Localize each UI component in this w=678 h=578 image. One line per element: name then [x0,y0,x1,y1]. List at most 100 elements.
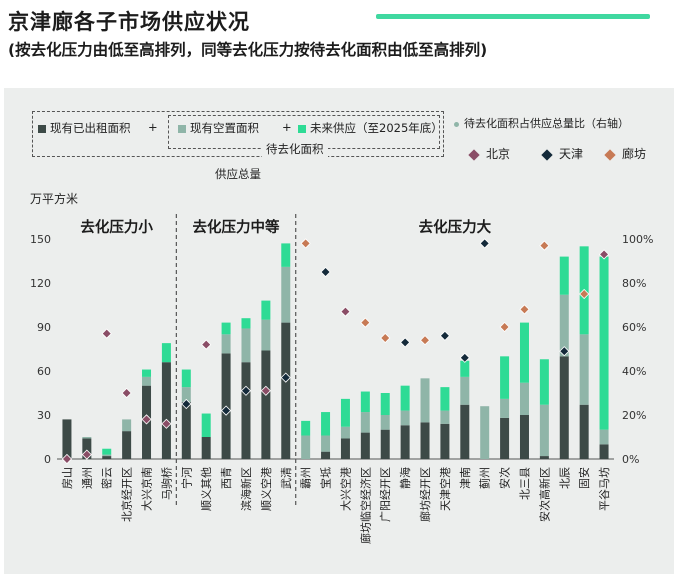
y2-tick-label: 80% [622,277,646,290]
bar-segment-future [360,391,370,413]
y2-tick-label: 60% [622,321,646,334]
y2-tick-label: 20% [622,409,646,422]
x-category-label: 广阳经开区 [379,467,392,522]
bar-segment-vacant [559,294,569,357]
bar-segment-vacant [82,437,92,439]
x-category-label: 北京经开区 [120,467,134,522]
bar-segment-rented [241,362,251,459]
ratio-marker [240,385,252,396]
bar-segment-rented [559,356,569,459]
x-category-label: 安次 [498,467,512,489]
bar-segment-rented [380,429,390,459]
bar-segment-rented [281,322,291,459]
bar-segment-future [221,322,231,335]
title-accent-bar [376,14,650,19]
bar-segment-vacant [301,435,311,459]
bar-segment-future [340,398,350,427]
ratio-marker [181,398,192,410]
bar-segment-vacant [122,419,132,432]
ratio-marker [61,453,73,465]
ratio-marker [519,304,530,315]
legend-ratio: 待去化面积占供应总量比（右轴） [454,115,629,131]
bar-segment-vacant [340,426,350,439]
bar-segment-vacant [261,319,271,351]
bar-segment-future [380,393,390,415]
y-tick-label: 150 [30,233,51,246]
bar-segment-future [102,448,112,455]
bar-segment-rented [62,419,72,459]
x-category-label: 房山 [61,467,74,489]
x-category-label: 密云 [100,467,114,489]
bar-segment-vacant [519,382,529,415]
legend-langfang-label: 廊坊 [622,147,647,161]
ratio-marker [559,346,570,357]
bar-segment-future [460,360,470,377]
x-category-label: 天津空港 [438,467,452,511]
y2-tick-label: 0% [622,453,639,466]
bar-segment-rented [400,425,410,459]
bar-segment-future [201,413,211,437]
x-category-label: 顺义其他 [200,467,213,511]
x-category-label: 霸州 [300,467,313,489]
bar-segment-future [181,369,191,388]
ratio-marker [101,328,112,339]
bar-segment-rented [102,456,112,459]
bar-segment-vacant [181,387,191,402]
bar-segment-vacant [599,429,609,445]
legend-pending-group-label: 待去化面积 [262,141,328,157]
bar-segment-future [241,318,251,329]
ratio-marker [419,335,431,346]
bar-segment-vacant [321,435,331,452]
bar-segment-future [321,412,331,436]
legend-vacant-swatch [178,124,186,133]
ratio-marker [479,238,490,249]
x-category-label: 通州 [81,467,94,489]
y-tick-label: 60 [37,365,51,378]
bar-segment-future [559,256,569,295]
bar-segment-future [261,300,271,320]
bar-segment-rented [579,404,589,459]
y-tick-label: 0 [44,453,51,466]
legend-future-label: 未来供应（至2025年底） [310,121,443,135]
ratio-marker [340,306,351,317]
bar-segment-rented [539,456,549,459]
y-tick-label: 90 [37,321,51,334]
bar-segment-future [500,356,510,399]
bar-segment-future [161,343,171,363]
x-category-label: 大兴京南 [140,467,154,511]
bar-segment-vacant [400,410,410,426]
ratio-marker [459,352,470,363]
ratio-marker [320,266,331,278]
ratio-marker [400,337,411,348]
ratio-marker [360,317,371,328]
x-category-label: 西青 [220,467,233,489]
legend-rented: 现有已出租面积 [38,120,131,136]
legend-tianjin-label: 天津 [559,147,584,161]
ratio-marker [141,414,152,425]
legend-beijing: 北京 [468,145,510,162]
legend-future: 未来供应（至2025年底） [298,120,443,136]
legend-vacant-label: 现有空置面积 [190,121,259,135]
group-label: 去化压力大 [419,218,492,236]
bar-segment-rented [519,415,529,459]
legend-ratio-label: 待去化面积占供应总量比（右轴） [464,117,629,130]
bar-segment-future [400,385,410,411]
x-category-label: 安次高新区 [537,467,551,522]
x-category-label: 宝坻 [319,467,333,489]
x-category-label: 北三县 [518,467,531,500]
ratio-marker [539,240,550,251]
bar-segment-future [301,420,311,436]
legend-ratio-marker [454,121,459,127]
bar-segment-rented [340,438,350,459]
bar-segment-future [539,359,549,405]
bar-segment-rented [321,451,331,459]
bar-segment-rented [122,431,132,459]
legend-rented-swatch [38,124,46,133]
bar-segment-rented [201,437,211,459]
bar-segment-future [599,256,609,430]
legend-rented-label: 现有已出租面积 [50,121,131,135]
y2-tick-label: 100% [622,233,653,246]
total-group-box [32,111,444,157]
x-category-label: 大兴空港 [338,467,352,511]
ratio-marker [260,385,271,396]
